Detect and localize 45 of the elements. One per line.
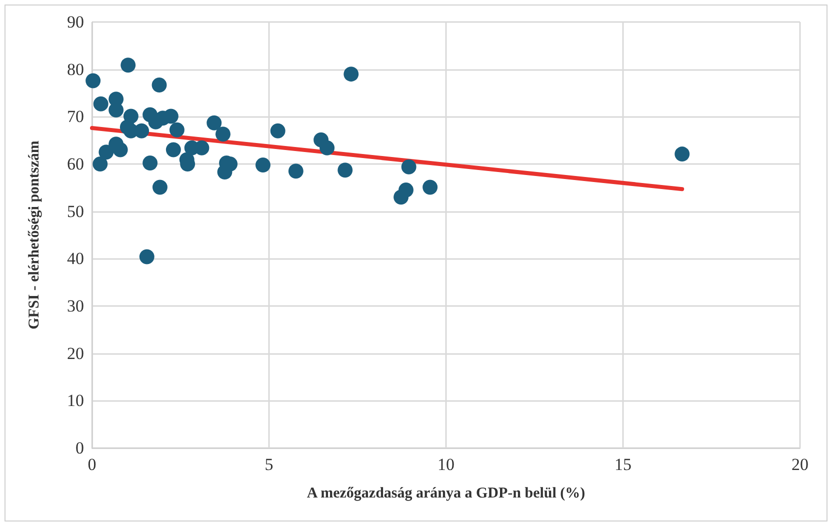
x-tick-label: 0 bbox=[88, 455, 96, 474]
y-tick-label: 80 bbox=[67, 60, 84, 79]
point bbox=[422, 180, 438, 195]
point bbox=[92, 156, 108, 172]
y-tick-label: 60 bbox=[67, 154, 84, 174]
point bbox=[93, 96, 108, 112]
point bbox=[163, 108, 178, 124]
point bbox=[108, 102, 124, 118]
point bbox=[320, 140, 335, 156]
y-tick-label: 30 bbox=[67, 296, 84, 316]
point bbox=[674, 146, 690, 162]
point bbox=[166, 142, 181, 158]
point bbox=[206, 115, 222, 130]
x-tick-label: 10 bbox=[438, 455, 454, 474]
point bbox=[338, 162, 353, 178]
point bbox=[112, 142, 128, 158]
y-tick-label: 10 bbox=[67, 391, 84, 410]
y-axis-title: GFSI - elérhetőségi pontszám bbox=[26, 140, 42, 330]
point bbox=[98, 144, 114, 160]
y-tick-label: 0 bbox=[76, 438, 84, 458]
point bbox=[120, 58, 136, 73]
point bbox=[215, 126, 230, 142]
point bbox=[288, 164, 304, 179]
point bbox=[344, 66, 359, 82]
point bbox=[217, 164, 232, 180]
point bbox=[398, 182, 414, 198]
x-tick-label: 5 bbox=[264, 455, 274, 474]
point bbox=[139, 249, 154, 264]
x-tick-label: 20 bbox=[792, 455, 808, 474]
point bbox=[169, 122, 184, 138]
point bbox=[152, 77, 167, 92]
x-axis-title: A mezőgazdaság aránya a GDP-n belül (%) bbox=[306, 486, 586, 502]
y-tick-label: 70 bbox=[67, 107, 84, 126]
y-tick-label: 20 bbox=[67, 344, 84, 363]
y-tick-label: 90 bbox=[67, 12, 84, 32]
y-tick-label: 40 bbox=[67, 249, 84, 268]
point bbox=[142, 156, 158, 171]
point bbox=[152, 180, 168, 195]
point bbox=[270, 123, 286, 138]
point bbox=[134, 123, 150, 138]
point bbox=[255, 157, 270, 172]
point bbox=[401, 159, 416, 174]
x-tick-label: 15 bbox=[614, 455, 632, 474]
y-tick-label: 50 bbox=[67, 202, 84, 221]
point bbox=[86, 73, 101, 88]
